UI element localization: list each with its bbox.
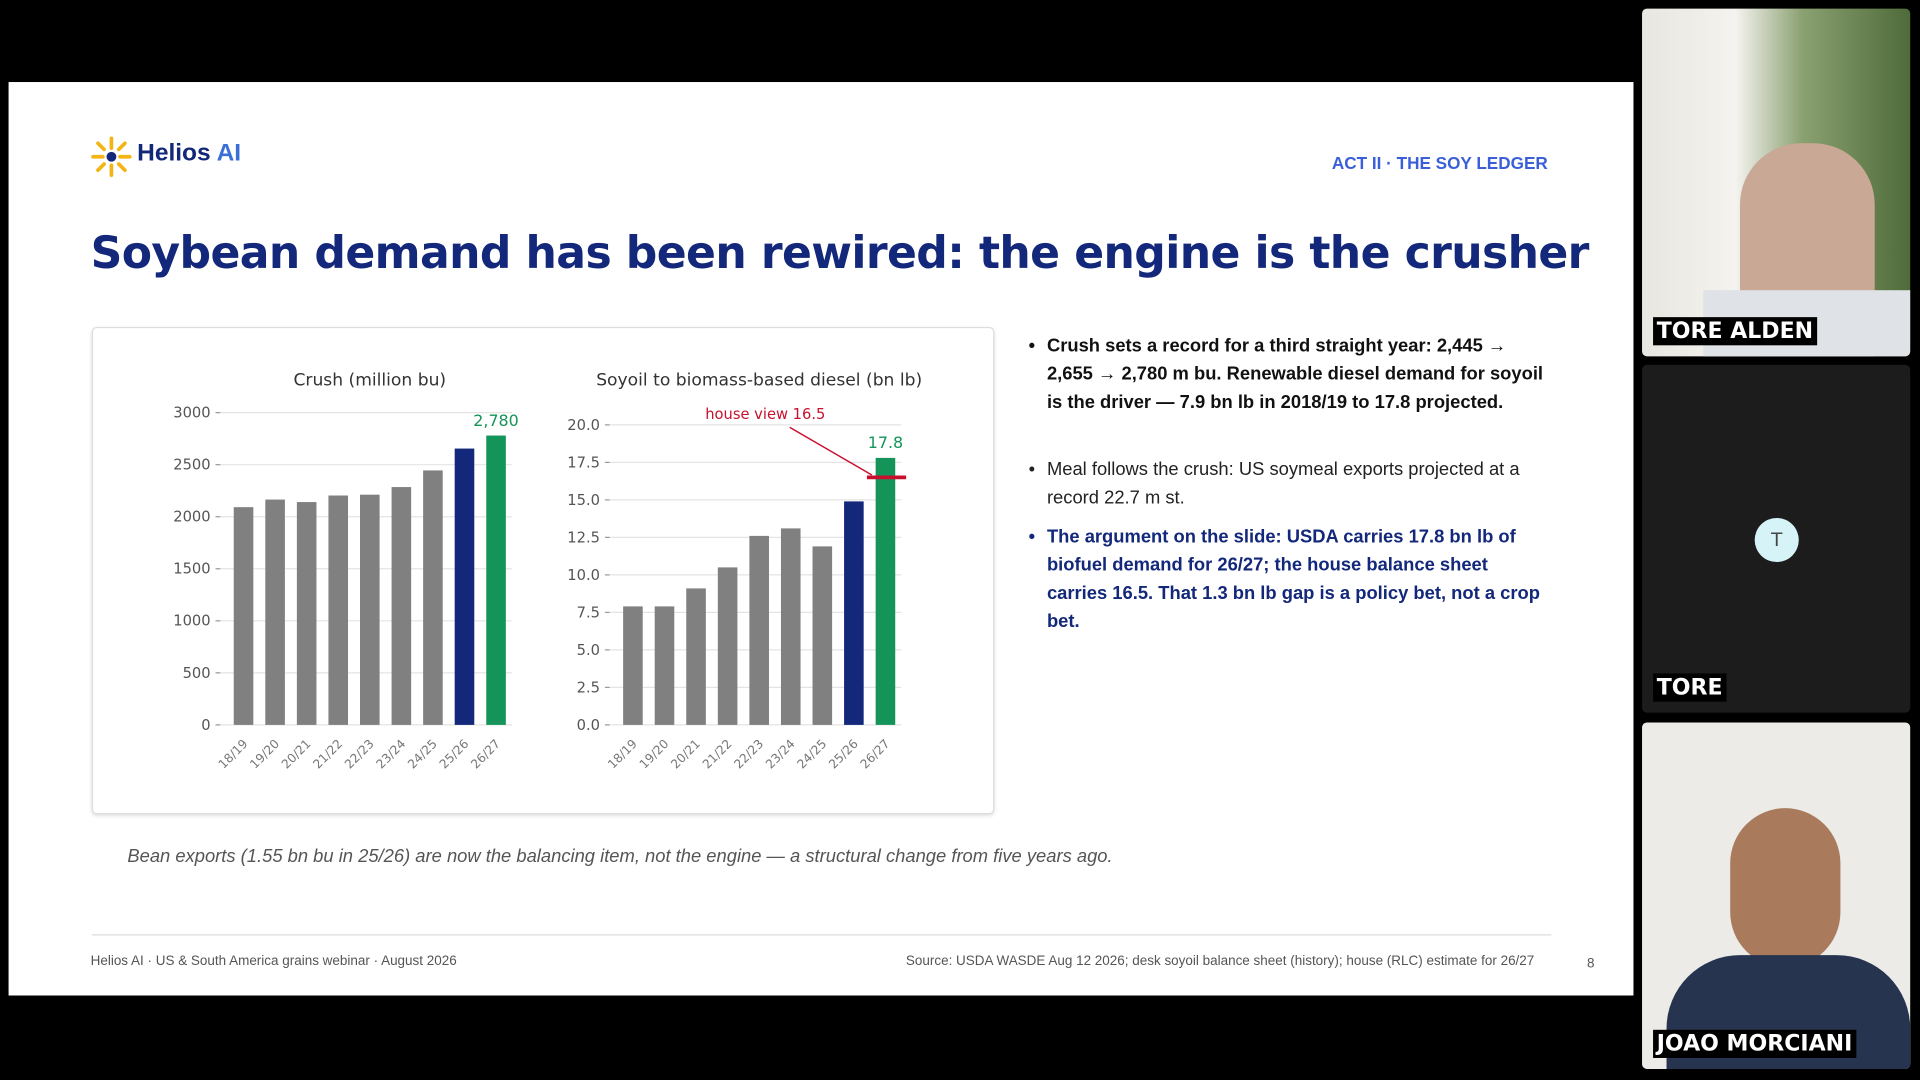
participant-name: TORE ALDEN bbox=[1653, 317, 1817, 346]
bar bbox=[686, 588, 706, 725]
avatar: T bbox=[1754, 517, 1799, 563]
bar bbox=[623, 606, 643, 725]
x-tick-label: 22/23 bbox=[731, 737, 766, 772]
bullet: The argument on the slide: USDA carries … bbox=[1029, 523, 1549, 636]
data-label: 2,780 bbox=[473, 411, 519, 430]
bar bbox=[812, 546, 833, 725]
x-tick-label: 20/21 bbox=[668, 737, 703, 772]
annotation-arrow bbox=[789, 426, 873, 476]
bar bbox=[654, 606, 675, 725]
bullet: Crush sets a record for a third straight… bbox=[1029, 332, 1549, 416]
y-tick-label: 1000 bbox=[173, 613, 210, 630]
bar bbox=[233, 507, 254, 725]
participant-figure bbox=[1730, 808, 1841, 968]
chart-title: Soyoil to biomass-based diesel (bn lb) bbox=[596, 371, 922, 391]
bar bbox=[360, 494, 380, 725]
chart-title: Crush (million bu) bbox=[293, 371, 446, 391]
participant-name: JOAO MORCIANI bbox=[1653, 1029, 1856, 1058]
x-tick-label: 25/26 bbox=[437, 737, 472, 772]
x-tick-label: 18/19 bbox=[216, 737, 251, 772]
x-tick-label: 20/21 bbox=[279, 737, 314, 772]
x-tick-label: 24/25 bbox=[405, 737, 440, 772]
x-tick-label: 19/20 bbox=[247, 737, 282, 772]
video-tile[interactable]: JOAO MORCIANI bbox=[1642, 722, 1911, 1069]
video-tile[interactable]: T TORE bbox=[1642, 364, 1911, 713]
bar bbox=[749, 535, 769, 725]
caption: Bean exports (1.55 bn bu in 25/26) are n… bbox=[127, 846, 1113, 867]
bullet: Meal follows the crush: US soymeal expor… bbox=[1029, 456, 1549, 512]
y-tick-label: 1500 bbox=[173, 561, 210, 578]
y-tick-label: 7.5 bbox=[577, 604, 600, 621]
logo: Helios AI bbox=[137, 140, 241, 168]
x-tick-label: 18/19 bbox=[605, 737, 640, 772]
x-tick-label: 21/22 bbox=[700, 737, 735, 772]
x-tick-label: 23/24 bbox=[374, 737, 409, 772]
charts: Crush (million bu) 0 500 1000 1500 2000 2500 30… bbox=[173, 371, 922, 772]
divider bbox=[91, 934, 1552, 936]
x-tick-label: 23/24 bbox=[763, 737, 798, 772]
y-tick-label: 3000 bbox=[173, 405, 210, 422]
section-label: ACT II · THE SOY LEDGER bbox=[1331, 153, 1548, 173]
bar bbox=[486, 435, 506, 725]
bar bbox=[265, 499, 285, 725]
participant-name: TORE bbox=[1653, 673, 1727, 702]
x-tick-label: 19/20 bbox=[637, 737, 672, 772]
page-number: 8 bbox=[1586, 956, 1595, 972]
bar bbox=[780, 528, 801, 725]
y-tick-label: 2500 bbox=[173, 457, 210, 474]
x-tick-label: 21/22 bbox=[310, 737, 345, 772]
bar bbox=[875, 457, 896, 725]
y-tick-label: 5.0 bbox=[577, 642, 600, 659]
bar bbox=[844, 501, 864, 725]
bar bbox=[454, 448, 475, 725]
slide-title: Soybean demand has been rewired: the eng… bbox=[90, 228, 1590, 280]
y-tick-label: 2000 bbox=[173, 509, 210, 526]
x-tick-label: 26/27 bbox=[468, 737, 503, 772]
logo-suffix: AI bbox=[216, 139, 242, 167]
bar bbox=[391, 487, 412, 725]
bar bbox=[717, 567, 738, 725]
data-label: 17.8 bbox=[868, 433, 903, 452]
y-tick-label: 17.5 bbox=[567, 454, 600, 471]
bar bbox=[423, 470, 443, 725]
bar bbox=[296, 502, 317, 725]
y-tick-label: 12.5 bbox=[567, 529, 600, 546]
y-tick-label: 500 bbox=[183, 665, 211, 682]
x-tick-label: 22/23 bbox=[342, 737, 377, 772]
y-tick-label: 0.0 bbox=[577, 717, 600, 734]
video-tile[interactable]: TORE ALDEN bbox=[1642, 8, 1911, 357]
logo-mark bbox=[91, 136, 132, 177]
y-tick-label: 20.0 bbox=[567, 417, 600, 434]
footer-left: Helios AI · US & South America grains we… bbox=[90, 953, 457, 969]
annotation: house view 16.5 bbox=[705, 406, 825, 423]
bar bbox=[328, 495, 349, 725]
x-tick-label: 24/25 bbox=[794, 737, 829, 772]
x-tick-label: 26/27 bbox=[858, 737, 893, 772]
y-tick-label: 2.5 bbox=[577, 679, 600, 696]
footer-source: Source: USDA WASDE Aug 12 2026; desk soy… bbox=[905, 953, 1535, 969]
y-tick-label: 15.0 bbox=[567, 492, 600, 509]
logo-name: Helios bbox=[137, 139, 211, 167]
y-tick-label: 0 bbox=[201, 717, 210, 734]
y-tick-label: 10.0 bbox=[567, 567, 600, 584]
x-tick-label: 25/26 bbox=[826, 737, 861, 772]
